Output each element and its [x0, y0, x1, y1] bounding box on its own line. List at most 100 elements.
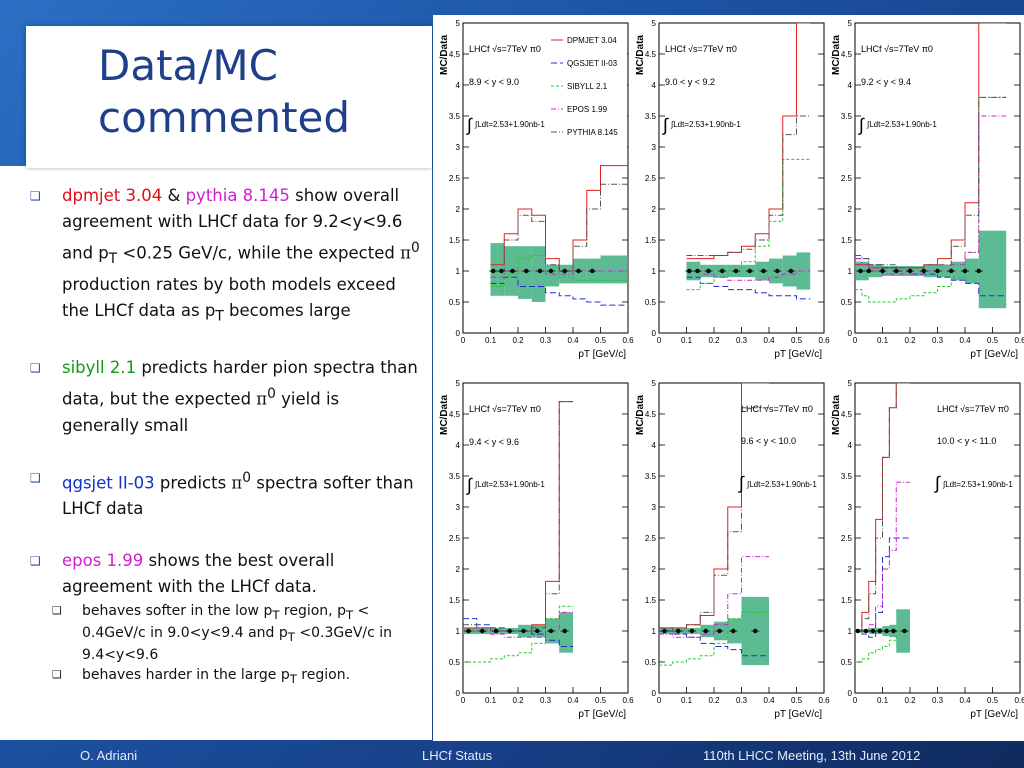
x-tick-label: 0.4	[959, 696, 971, 705]
x-tick-label: 0.1	[877, 696, 889, 705]
bullet-text: predicts harder pion spectra than data, …	[62, 358, 418, 409]
mc-series-pythia	[490, 183, 628, 272]
x-tick-label: 0.6	[1014, 696, 1024, 705]
y-tick-label: 5	[848, 379, 853, 388]
bullet-marker-icon: ❑	[30, 470, 41, 485]
data-point	[858, 268, 863, 274]
mc-series-pythia	[855, 96, 1007, 269]
legend-box	[547, 29, 627, 151]
data-point	[687, 268, 692, 274]
mc-series-epos	[855, 115, 1007, 275]
x-tick-label: 0.3	[736, 336, 748, 345]
y-tick-label: 1.5	[645, 236, 657, 245]
bullet-text: <0.3GeV/c in 9.4<y<9.6	[82, 624, 393, 663]
y-tick-label: 2.5	[645, 174, 657, 183]
mc-series-sibyll	[855, 630, 910, 663]
bullet-text: predicts	[154, 473, 232, 493]
plot-content	[855, 23, 1007, 309]
ratio-plot-panel: 0 0.5 1 1.5 2 2.5 3 3.5 4 4.5 5 0 0.1 0.2 0.3 0.4 0.5 0.6…	[831, 379, 1024, 720]
rapidity-label: 8.9 < y < 9.0	[469, 77, 519, 87]
y-tick-label: 3.5	[449, 472, 461, 481]
x-tick-label: 0.5	[595, 336, 607, 345]
y-tick-label: 4	[456, 441, 461, 450]
x-tick-label: 0.5	[791, 336, 803, 345]
data-point	[491, 268, 496, 274]
x-tick-label: 0.2	[708, 696, 720, 705]
bullet-item: ❑ dpmjet 3.04 & pythia 8.145 show overall…	[30, 183, 420, 329]
y-tick-label: 4	[848, 441, 853, 450]
data-point	[521, 628, 526, 634]
y-tick-label: 2.5	[449, 174, 461, 183]
bullet-text: T	[287, 629, 295, 644]
plot-content	[463, 401, 573, 663]
x-tick-label: 0.5	[791, 696, 803, 705]
y-tick-label: 5	[652, 19, 657, 28]
x-tick-label: 0.4	[567, 696, 579, 705]
y-tick-label: 5	[848, 19, 853, 28]
data-point	[662, 628, 667, 634]
bullet-text: 0	[267, 386, 276, 403]
bullet-text: T	[289, 671, 297, 686]
y-tick-label: 4	[652, 81, 657, 90]
pi-symbol: π	[400, 243, 411, 263]
x-tick-label: 0.3	[736, 696, 748, 705]
data-point	[788, 268, 794, 274]
y-tick-label: 3.5	[449, 112, 461, 121]
data-point	[863, 628, 869, 634]
rapidity-label: 9.0 < y < 9.2	[665, 77, 715, 87]
ratio-plot-panel: 0 0.5 1 1.5 2 2.5 3 3.5 4 4.5 5 0 0.1 0.2 0.3 0.4 0.5 0.6…	[635, 19, 830, 360]
bullet-text: T	[215, 308, 224, 325]
footer-author: O. Adriani	[80, 748, 138, 763]
systematic-error-band	[978, 230, 1007, 309]
data-point	[902, 628, 907, 634]
bullet-marker-icon: ❑	[30, 189, 41, 203]
data-point	[894, 268, 899, 274]
y-tick-label: 2	[848, 565, 853, 574]
y-tick-label: 2	[848, 205, 853, 214]
systematic-error-band	[951, 261, 965, 281]
y-tick-label: 2.5	[841, 534, 853, 543]
energy-label: LHCf √s=7TeV π0	[469, 404, 541, 414]
bullet-text: spectra softer than LHCf data	[62, 473, 414, 519]
bullet-text: behaves harder in the large p	[82, 666, 290, 683]
footer-meeting: 110th LHCC Meeting, 13th June 2012	[703, 748, 921, 763]
mc-series-epos	[490, 270, 628, 278]
bullet-text: 0	[410, 240, 420, 256]
x-tick-label: 0	[853, 696, 858, 705]
y-tick-label: 0.5	[645, 658, 657, 667]
y-tick-label: 3	[652, 143, 657, 152]
energy-label: LHCf √s=7TeV π0	[861, 44, 933, 54]
x-tick-label: 0	[461, 696, 466, 705]
y-tick-label: 0	[652, 329, 657, 338]
data-point	[717, 628, 722, 634]
mc-data-ratio-plots: 0 0.5 1 1.5 2 2.5 3 3.5 4 4.5 5 0 0.1 0.2 0.3 0.4 0.5 0.6…	[439, 19, 1024, 720]
bullet-marker-icon: ❑	[30, 554, 41, 569]
bullet-text: <0.25 GeV/c, while the expected	[117, 243, 401, 263]
systematic-error-band	[896, 266, 910, 276]
legend-entry: PYTHIA 8.145	[567, 128, 618, 137]
integral-symbol: ∫	[857, 115, 865, 135]
data-point	[689, 628, 695, 634]
plot-content	[685, 23, 811, 300]
y-tick-label: 0	[456, 689, 461, 698]
y-axis-label: MC/Data	[831, 395, 842, 435]
title-box: Data/MC commented	[26, 26, 432, 168]
y-tick-label: 5	[456, 379, 461, 388]
mc-series-dpmjet	[855, 383, 910, 632]
data-point	[747, 268, 752, 274]
bullet-gap	[30, 439, 420, 465]
data-point	[884, 628, 889, 634]
systematic-error-band	[545, 264, 560, 287]
plot-frame	[854, 382, 1021, 694]
luminosity-label: ∫Ldt=2.53+1.90nb-1	[474, 120, 545, 129]
y-tick-label: 4	[456, 81, 461, 90]
bullet-list: ❑ dpmjet 3.04 & pythia 8.145 show overall…	[30, 183, 420, 687]
bullet-text: 0	[242, 469, 252, 486]
data-point	[733, 268, 739, 274]
x-axis-label: pT [GeV/c]	[774, 709, 822, 720]
x-tick-label: 0.4	[959, 336, 971, 345]
data-point	[703, 628, 708, 634]
y-tick-label: 3	[456, 503, 461, 512]
y-tick-label: 1.5	[449, 596, 461, 605]
bullet-item: ❑ epos 1.99 shows the best overall agreem…	[30, 548, 420, 600]
